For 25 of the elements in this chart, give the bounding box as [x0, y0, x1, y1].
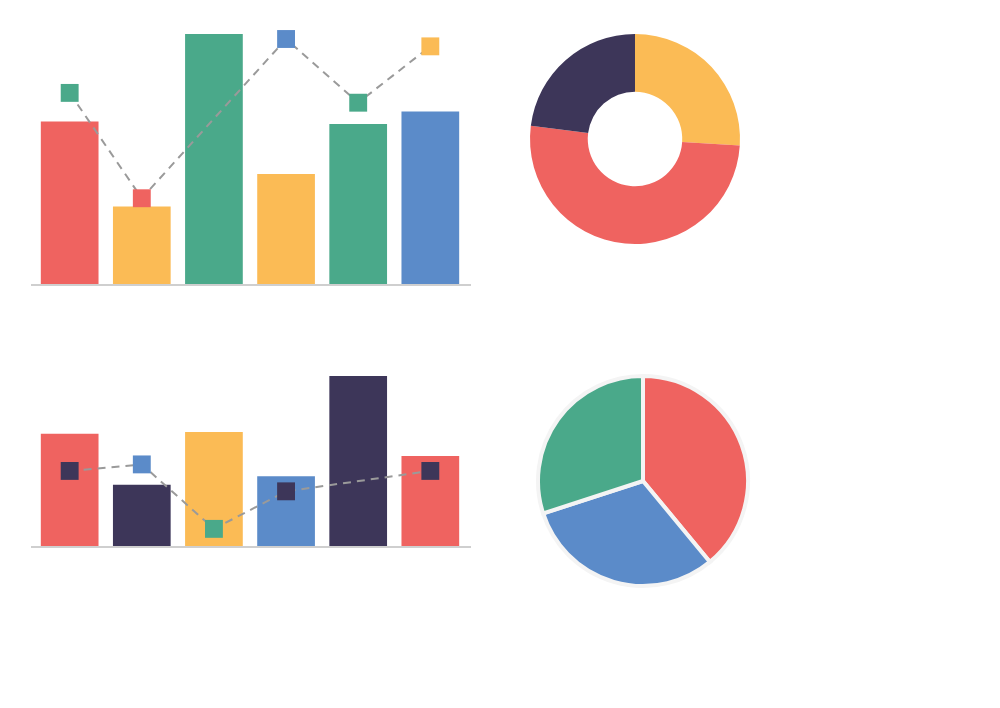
bar: [40, 433, 99, 546]
bar: [185, 34, 243, 284]
bar: [329, 124, 388, 284]
point: [132, 455, 151, 474]
point: [132, 189, 151, 208]
point: [277, 482, 296, 501]
point: [277, 30, 296, 48]
bar: [329, 376, 388, 546]
bar: [257, 174, 315, 284]
bar: [112, 206, 171, 284]
point: [349, 93, 368, 112]
point: [421, 461, 440, 480]
donut-slice: [635, 34, 740, 146]
bar: [40, 121, 99, 284]
bar: [401, 455, 460, 546]
donut-slice: [530, 34, 635, 134]
point: [204, 519, 223, 538]
bar: [401, 111, 460, 284]
bar: [257, 476, 315, 546]
donut-slice: [530, 125, 740, 244]
bar: [112, 484, 171, 546]
bar: [185, 432, 243, 546]
point: [421, 37, 440, 56]
point: [60, 83, 79, 102]
point: [60, 461, 79, 480]
